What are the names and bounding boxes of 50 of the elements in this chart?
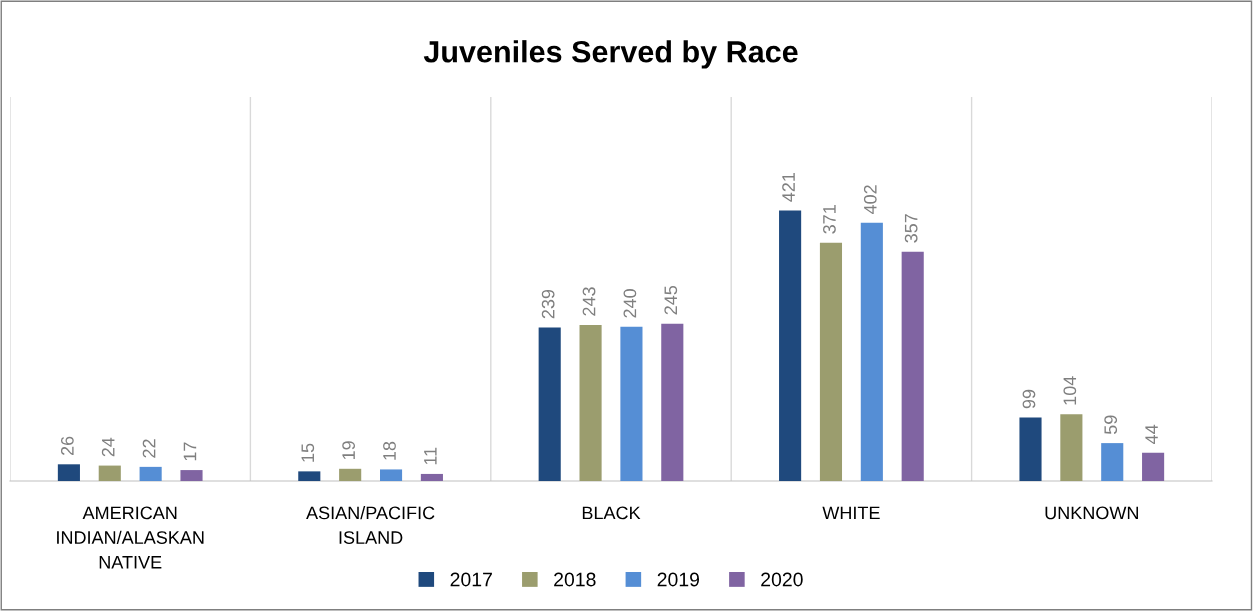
bar: [1142, 452, 1165, 481]
data-label: 19: [342, 441, 356, 460]
x-tick-label: AMERICAN INDIAN/ALASKAN NATIVE: [57, 506, 204, 569]
data-label: 402: [863, 185, 877, 215]
data-label: 245: [664, 285, 678, 315]
bar: [1060, 414, 1083, 481]
x-tick-label: WHITE: [822, 506, 880, 520]
chart-title: Juveniles Served by Race: [423, 40, 798, 69]
data-label: 44: [1145, 424, 1158, 444]
legend-label: 2020: [761, 572, 803, 587]
bar: [860, 222, 883, 481]
data-label: 59: [1104, 415, 1118, 435]
x-tick-label: BLACK: [582, 506, 641, 520]
data-label: 22: [142, 439, 156, 458]
legend-label: 2019: [657, 572, 700, 587]
bar: [379, 469, 403, 481]
data-label: 11: [424, 447, 437, 465]
x-tick-label: ASIAN/PACIFIC ISLAND: [306, 506, 435, 544]
data-label: 243: [582, 287, 596, 316]
bar: [139, 466, 162, 481]
data-label: 18: [383, 441, 396, 460]
bar: [339, 468, 362, 481]
bar: [180, 470, 203, 481]
bar: [98, 465, 121, 481]
bar: [1101, 443, 1124, 481]
data-label: 371: [823, 205, 836, 234]
data-label: 104: [1063, 376, 1077, 405]
data-label: 99: [1022, 389, 1036, 409]
data-label: 17: [183, 442, 197, 461]
data-label: 26: [60, 436, 74, 456]
bar: [420, 473, 443, 481]
bar: [298, 471, 321, 481]
data-label: 15: [301, 443, 315, 462]
data-label: 357: [904, 214, 918, 243]
bar: [901, 251, 924, 481]
x-tick-label: UNKNOWN: [1045, 506, 1138, 520]
data-label: 239: [541, 289, 555, 319]
bar: [538, 327, 561, 481]
bar: [579, 324, 602, 481]
bar: [1019, 417, 1042, 481]
bar: [620, 326, 643, 481]
data-label: 421: [782, 173, 795, 202]
bar: [819, 242, 843, 481]
legend-label: 2017: [450, 572, 492, 587]
bar: [661, 323, 684, 481]
data-label: 240: [623, 289, 637, 318]
bar: [779, 210, 802, 481]
legend-label: 2018: [554, 572, 596, 587]
data-label: 24: [101, 437, 115, 457]
bar: [57, 464, 80, 481]
